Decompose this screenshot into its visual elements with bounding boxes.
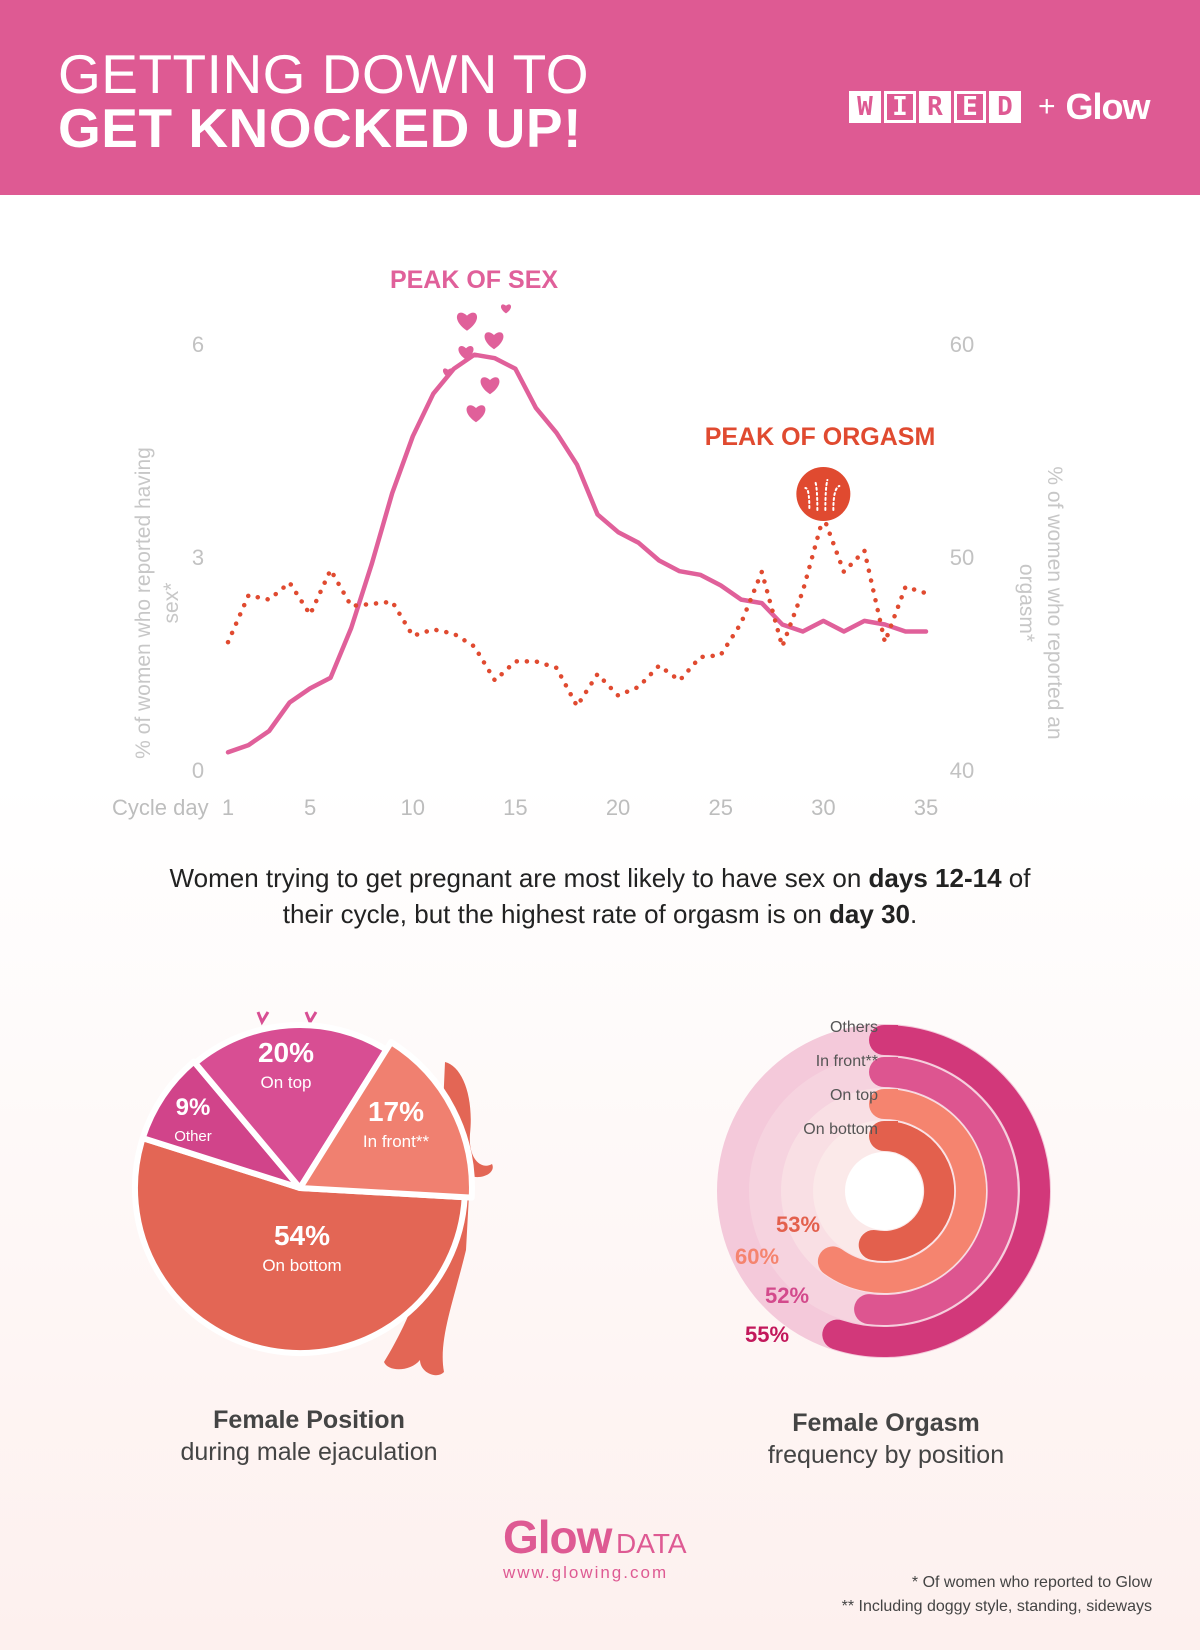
left-y-tick-label: 6 [192, 332, 204, 357]
caption-highlight-day30: day 30 [829, 899, 910, 929]
x-tick-label: 25 [708, 795, 732, 820]
left-y-tick-label: 3 [192, 545, 204, 570]
radial-value-label: 53% [776, 1212, 820, 1237]
pie-category-label: On top [260, 1073, 311, 1092]
footnote-2: ** Including doggy style, standing, side… [841, 1598, 1152, 1615]
x-tick-label: 15 [503, 795, 527, 820]
radial-title: Female Orgasm [792, 1409, 980, 1437]
caption-text: Women trying to get pregnant are most li… [169, 863, 869, 893]
pie-category-label: In front** [363, 1132, 430, 1151]
x-tick-label: 5 [304, 795, 316, 820]
chart-caption: Women trying to get pregnant are most li… [150, 860, 1050, 932]
caption-text: of their cycle, but the highest rate of … [282, 863, 1031, 929]
radial-bar-start [884, 1057, 898, 1087]
orgasm-radial-chart: On bottom 53% On top 60% In front** 52% Others… [717, 1019, 1051, 1358]
x-tick-label: 35 [914, 795, 938, 820]
pie-value-label: 17% [368, 1096, 424, 1127]
glow-data-label: DATA [616, 1528, 687, 1559]
x-tick-label: 1 [222, 795, 234, 820]
x-axis-label: Cycle day [112, 795, 209, 820]
radial-bar-start [884, 1121, 898, 1151]
pie-category-label: Other [174, 1128, 212, 1145]
x-tick-label: 30 [811, 795, 835, 820]
radial-value-label: 55% [745, 1322, 789, 1347]
orgasm-burst-icon [796, 467, 851, 521]
pie-slice [192, 1021, 390, 1191]
pie-value-label: 20% [258, 1037, 314, 1068]
pie-subtitle: during male ejaculation [180, 1438, 438, 1466]
wired-logo-letter: D [989, 91, 1021, 123]
radial-value-label: 52% [765, 1283, 809, 1308]
page-title-line1: GETTING DOWN TO [58, 43, 590, 105]
wired-logo-letter: I [884, 91, 916, 123]
heart-icon [456, 312, 478, 331]
heart-icon [466, 405, 486, 423]
peak-of-sex-label: PEAK OF SEX [390, 266, 558, 294]
heart-icon [442, 368, 454, 378]
radial-bar [854, 1057, 1018, 1325]
left-axis-label: % of women who reported having sex* [132, 447, 183, 759]
radial-center-hole [845, 1152, 923, 1230]
left-y-tick-label: 0 [192, 758, 204, 783]
header-banner: GETTING DOWN TO GET KNOCKED UP! W I R E … [0, 0, 1200, 195]
radial-value-label: 60% [735, 1244, 779, 1269]
pie-slice [131, 1135, 468, 1357]
radial-bar [817, 1089, 987, 1293]
burst-spray-line [832, 485, 841, 511]
glow-data-logo: Glow [503, 1511, 612, 1563]
page-title-line2: GET KNOCKED UP! [58, 97, 582, 159]
right-y-tick-label: 40 [950, 758, 974, 783]
radial-bar-start [884, 1089, 898, 1119]
radial-bar-start [884, 1025, 898, 1055]
brand-plus: + [1038, 90, 1056, 123]
radial-ring-label: Others [830, 1019, 878, 1036]
figure-feet [256, 1011, 318, 1026]
burst-spray-line [814, 481, 819, 511]
right-axis-label: % of women who reported an orgasm* [1015, 466, 1066, 740]
glow-logo: Glow [1065, 86, 1151, 127]
x-tick-label: 10 [401, 795, 425, 820]
position-pie-chart: 54% On bottom 9% Other 20% On top 17% In front*… [131, 1011, 493, 1376]
radial-bar [822, 1025, 1050, 1357]
burst-spray-line [804, 487, 811, 509]
orgasm-rate-line [225, 514, 929, 709]
caption-text: . [910, 899, 918, 929]
heart-icon [484, 332, 504, 350]
radial-ring-label: In front** [816, 1053, 878, 1070]
footnote-1: * Of women who reported to Glow [911, 1574, 1152, 1591]
caption-highlight-days: days 12-14 [868, 863, 1002, 893]
brand-logos: W I R E D + Glow [849, 86, 1151, 128]
sex-rate-line [225, 352, 929, 755]
heart-icon [458, 346, 474, 360]
pie-title: Female Position [213, 1406, 405, 1434]
pie-category-label: On bottom [262, 1256, 341, 1275]
wired-logo-letter: W [849, 91, 881, 123]
peak-of-orgasm-label: PEAK OF ORGASM [705, 423, 936, 451]
pie-value-label: 54% [274, 1220, 330, 1251]
radial-subtitle: frequency by position [767, 1441, 1005, 1469]
right-y-tick-label: 50 [950, 545, 974, 570]
pie-value-label: 9% [176, 1094, 211, 1121]
pie-slice [297, 1039, 475, 1201]
wired-logo-letter: R [919, 91, 951, 123]
right-y-tick-label: 60 [950, 332, 974, 357]
heart-icon [480, 377, 500, 395]
radial-bar [858, 1120, 955, 1261]
footer-url-link[interactable]: www.glowing.com [503, 1563, 669, 1582]
radial-ring-label: On top [830, 1087, 878, 1104]
x-tick-label: 20 [606, 795, 630, 820]
wired-logo-letter: E [954, 91, 986, 123]
radial-ring-label: On bottom [803, 1121, 878, 1138]
heart-icon [500, 304, 512, 314]
